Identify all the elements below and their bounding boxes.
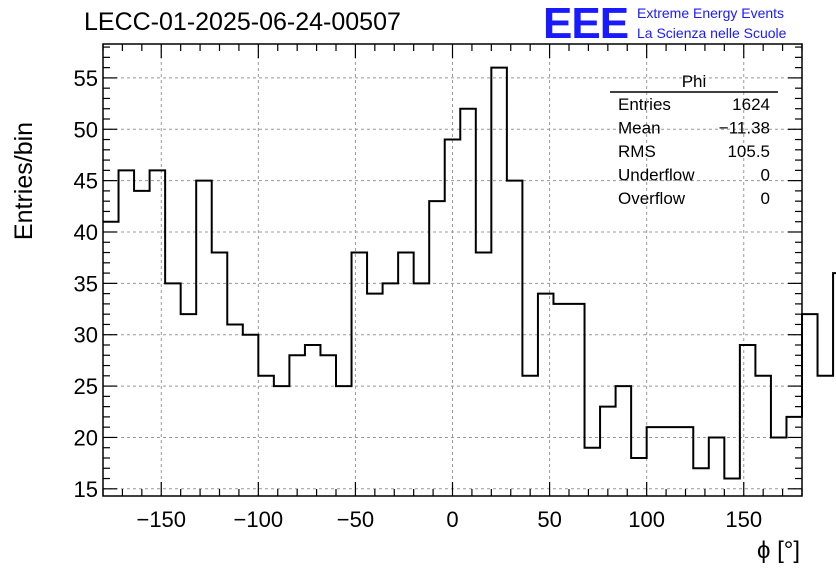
stat-value: 0 <box>761 189 770 208</box>
tick-labels: −150 −100 −50 0 50 100 150 15 20 25 30 35 40 45 50 55 <box>74 66 763 532</box>
x-tick-label: −150 <box>136 507 186 532</box>
chart-title: LECC-01-2025-06-24-00507 <box>84 8 401 36</box>
stat-label: Entries <box>618 95 671 114</box>
y-tick-label: 25 <box>74 374 98 399</box>
grid-lines <box>103 44 802 496</box>
y-axis-label: Entries/bin <box>10 122 38 240</box>
y-tick-label: 45 <box>74 169 98 194</box>
x-axis-label: ϕ [°] <box>757 537 800 564</box>
stats-box: Phi Entries 1624 Mean −11.38 RMS 105.5 Underfl… <box>610 72 778 208</box>
y-tick-label: 20 <box>74 425 98 450</box>
histogram-line <box>103 66 836 480</box>
y-tick-label: 55 <box>74 66 98 91</box>
logo-line-2: La Scienza nelle Scuole <box>637 25 787 41</box>
stat-label: Mean <box>618 119 661 138</box>
stat-label: RMS <box>618 142 656 161</box>
stat-value: 0 <box>761 166 770 185</box>
eee-logo: EEE Extreme Energy Events La Scienza nel… <box>543 0 835 48</box>
stat-value: −11.38 <box>719 119 770 138</box>
y-tick-label: 30 <box>74 323 98 348</box>
stats-title: Phi <box>682 72 707 91</box>
x-tick-label: 50 <box>537 507 561 532</box>
x-tick-label: −100 <box>234 507 284 532</box>
stat-value: 105.5 <box>727 142 770 161</box>
eee-logo-mark: EEE <box>543 0 629 48</box>
y-tick-label: 40 <box>74 220 98 245</box>
x-tick-label: 0 <box>446 507 458 532</box>
stat-label: Underflow <box>618 166 695 185</box>
x-tick-label: 150 <box>725 507 762 532</box>
stat-value: 1624 <box>732 95 770 114</box>
axis-ticks <box>102 44 803 496</box>
x-tick-label: 100 <box>628 507 665 532</box>
y-tick-label: 15 <box>74 477 98 502</box>
y-tick-label: 35 <box>74 271 98 296</box>
stats-rows: Entries 1624 Mean −11.38 RMS 105.5 Underflow 0 O… <box>618 95 770 208</box>
stat-label: Overflow <box>618 189 686 208</box>
x-tick-label: −50 <box>337 507 374 532</box>
logo-line-1: Extreme Energy Events <box>637 5 785 21</box>
y-tick-label: 50 <box>74 117 98 142</box>
